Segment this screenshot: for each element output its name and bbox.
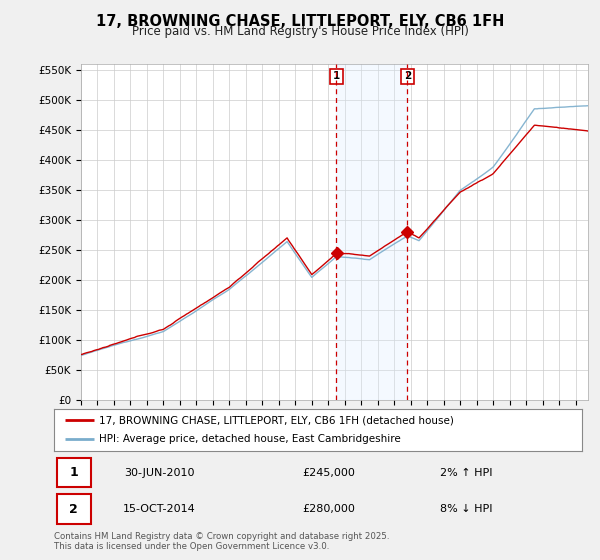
Text: Price paid vs. HM Land Registry's House Price Index (HPI): Price paid vs. HM Land Registry's House … [131, 25, 469, 38]
Text: 1: 1 [69, 466, 78, 479]
Text: 30-JUN-2010: 30-JUN-2010 [124, 468, 195, 478]
Text: 17, BROWNING CHASE, LITTLEPORT, ELY, CB6 1FH: 17, BROWNING CHASE, LITTLEPORT, ELY, CB6… [96, 14, 504, 29]
Text: 15-OCT-2014: 15-OCT-2014 [123, 504, 196, 514]
FancyBboxPatch shape [56, 494, 91, 524]
Text: 2: 2 [404, 71, 411, 81]
Text: 8% ↓ HPI: 8% ↓ HPI [440, 504, 492, 514]
Text: 17, BROWNING CHASE, LITTLEPORT, ELY, CB6 1FH (detached house): 17, BROWNING CHASE, LITTLEPORT, ELY, CB6… [99, 415, 454, 425]
Text: £280,000: £280,000 [302, 504, 355, 514]
Bar [337, 64, 407, 400]
Text: £245,000: £245,000 [302, 468, 355, 478]
Text: 2% ↑ HPI: 2% ↑ HPI [440, 468, 492, 478]
Text: Contains HM Land Registry data © Crown copyright and database right 2025.
This d: Contains HM Land Registry data © Crown c… [54, 532, 389, 552]
Text: 2: 2 [69, 502, 78, 516]
Text: 1: 1 [333, 71, 340, 81]
Text: HPI: Average price, detached house, East Cambridgeshire: HPI: Average price, detached house, East… [99, 435, 401, 445]
FancyBboxPatch shape [56, 458, 91, 487]
